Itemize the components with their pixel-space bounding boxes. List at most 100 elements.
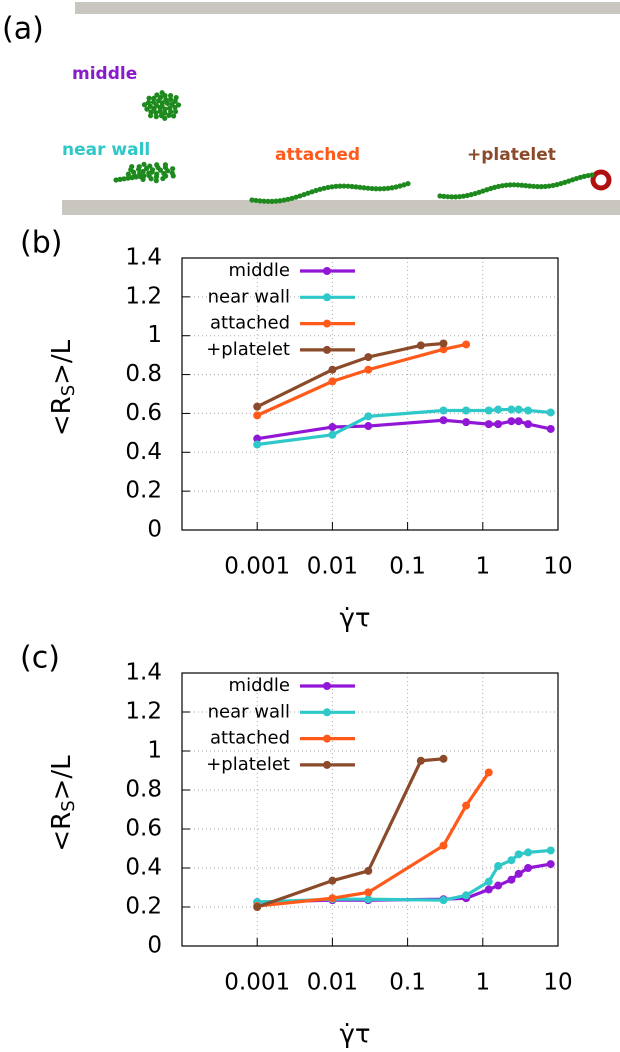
legend-label: near wall xyxy=(208,286,290,307)
bead xyxy=(341,183,347,189)
bead xyxy=(385,185,391,191)
platelet xyxy=(590,169,612,191)
plot-frame xyxy=(181,672,559,947)
data-point xyxy=(514,850,523,859)
data-point xyxy=(514,869,523,878)
series-line xyxy=(257,771,491,908)
bead xyxy=(151,95,157,101)
bead xyxy=(523,183,529,189)
bead xyxy=(437,193,443,199)
bead xyxy=(129,163,135,170)
bead xyxy=(329,184,335,190)
bead xyxy=(285,196,291,202)
bead xyxy=(281,197,287,203)
bead xyxy=(538,184,544,190)
bead xyxy=(337,183,343,189)
legend-label: +platelet xyxy=(206,754,290,775)
legend-label: middle xyxy=(229,675,290,696)
bead xyxy=(456,194,463,200)
x-tick-label: 0.001 xyxy=(224,970,290,996)
data-point xyxy=(328,876,337,885)
bead xyxy=(273,198,279,204)
data-point xyxy=(253,434,262,443)
data-point xyxy=(462,340,471,349)
bead xyxy=(170,166,176,172)
panel-label: (b) xyxy=(20,226,62,261)
data-point xyxy=(524,406,533,415)
legend-swatch-dot xyxy=(323,760,331,769)
bead xyxy=(129,175,135,181)
bead xyxy=(154,92,160,98)
bead xyxy=(365,185,371,191)
series-line xyxy=(256,407,551,447)
x-tick-label: 1 xyxy=(475,970,490,996)
bead xyxy=(449,194,455,200)
series-line xyxy=(257,848,551,904)
y-tick-label: 1 xyxy=(147,322,162,348)
legend-label: near wall xyxy=(208,701,290,722)
bead xyxy=(167,93,174,99)
y-axis-label-part: S xyxy=(58,385,79,396)
bead xyxy=(345,183,351,189)
bead xyxy=(357,184,363,190)
bead xyxy=(148,176,154,182)
data-point xyxy=(253,411,262,420)
bead xyxy=(313,187,319,194)
bead xyxy=(589,172,595,178)
y-tick-label: 0.6 xyxy=(125,816,162,842)
y-axis-label: <RS>/L xyxy=(47,755,80,852)
bead xyxy=(389,185,395,191)
bead xyxy=(144,106,150,112)
bead xyxy=(369,185,375,192)
bead xyxy=(542,183,548,190)
bead xyxy=(530,183,537,189)
data-point xyxy=(462,418,471,427)
bead xyxy=(166,112,172,119)
y-tick-label: 0.2 xyxy=(125,478,162,504)
bead xyxy=(157,108,163,114)
x-tick-label: 0.001 xyxy=(224,554,290,580)
bead xyxy=(393,184,399,190)
bead xyxy=(145,100,152,106)
data-point xyxy=(439,754,448,763)
bead xyxy=(468,192,474,198)
chain-label: near wall xyxy=(62,140,150,160)
bead xyxy=(125,171,131,177)
bead xyxy=(153,178,159,184)
bead xyxy=(125,175,131,181)
y-axis-label: <RS>/L xyxy=(47,339,80,436)
y-tick-label: 1.4 xyxy=(125,660,162,686)
data-point xyxy=(546,408,555,417)
bead xyxy=(175,102,182,108)
bead xyxy=(301,191,307,198)
x-tick-label: 10 xyxy=(543,554,572,580)
bead xyxy=(373,186,379,192)
data-point xyxy=(524,864,533,872)
legend-label: attached xyxy=(210,313,290,334)
bead xyxy=(527,183,533,189)
bead xyxy=(249,197,255,203)
legend-label: +platelet xyxy=(206,339,290,360)
y-tick-label: 1.2 xyxy=(125,699,162,725)
data-point xyxy=(328,423,337,432)
bead xyxy=(499,183,505,189)
data-point xyxy=(253,903,262,911)
wall-bottom xyxy=(62,200,620,215)
data-point xyxy=(484,406,493,415)
bead xyxy=(157,94,164,101)
bead xyxy=(511,182,517,188)
bead xyxy=(151,105,157,112)
data-point xyxy=(507,405,516,414)
y-axis-label-part: <R xyxy=(47,812,77,852)
bead xyxy=(121,176,127,182)
chain-label: attached xyxy=(275,145,360,165)
y-tick-label: 1.4 xyxy=(125,245,162,271)
y-tick-label: 0.2 xyxy=(125,894,162,920)
bead xyxy=(146,95,152,101)
bead xyxy=(507,182,513,188)
data-point xyxy=(494,862,503,871)
data-point xyxy=(494,420,503,429)
bead xyxy=(141,102,148,108)
y-axis-label-part: S xyxy=(58,800,79,811)
